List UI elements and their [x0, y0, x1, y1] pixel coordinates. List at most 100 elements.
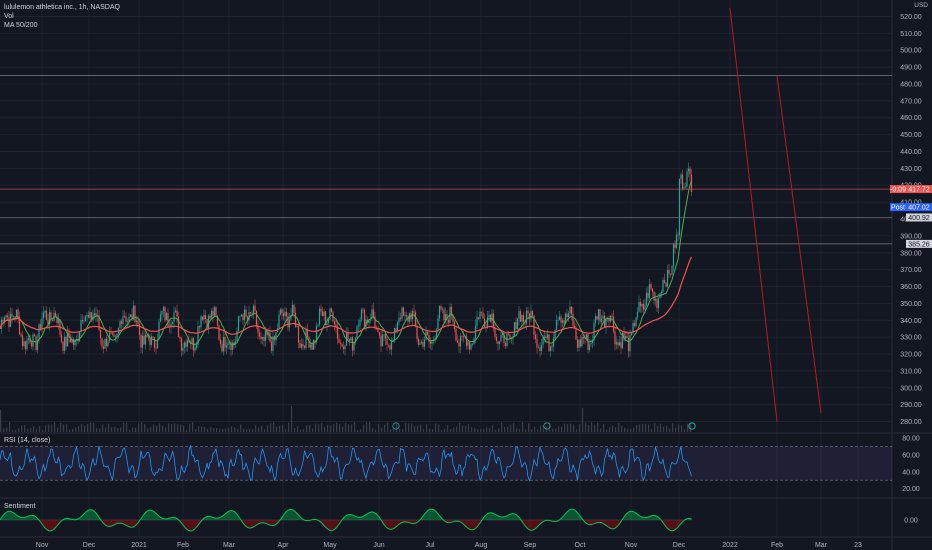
candle-body — [314, 340, 316, 343]
volume-bar — [486, 426, 488, 432]
candle-body — [671, 266, 673, 275]
candle-body — [509, 334, 511, 339]
candle-body — [620, 342, 622, 349]
x-tick-label: Feb — [771, 542, 783, 549]
candle-body — [386, 338, 388, 345]
candle-body — [360, 309, 363, 320]
candle-body — [89, 312, 91, 318]
candle-body — [66, 332, 69, 347]
candle-body — [533, 315, 535, 335]
candle-body — [29, 338, 31, 343]
candle-body — [182, 347, 184, 351]
volume-bar — [165, 427, 167, 432]
candle-body — [308, 337, 310, 348]
post-label-bg — [890, 203, 906, 212]
candle-body — [494, 328, 496, 337]
candle-body — [435, 328, 438, 339]
volume-bar — [27, 429, 29, 432]
volume-bar — [579, 424, 581, 432]
volume-bar — [564, 423, 566, 432]
candle-body — [39, 324, 42, 329]
candle-body — [647, 292, 649, 298]
candle-body — [395, 328, 397, 332]
volume-bar — [687, 423, 689, 432]
volume-bar — [576, 429, 578, 432]
volume-bar — [555, 428, 557, 432]
candle-body — [84, 316, 87, 321]
candle-body — [462, 336, 465, 337]
candle-body — [584, 338, 586, 339]
y-tick-label: 470.00 — [900, 98, 922, 105]
volume-bar — [192, 422, 194, 432]
candle-body — [258, 332, 261, 337]
earnings-marker — [688, 422, 696, 430]
candle-body — [336, 326, 339, 339]
candle-body — [15, 309, 18, 317]
volume-bar — [45, 425, 47, 432]
candle-body — [119, 321, 121, 328]
candle-body — [26, 339, 28, 350]
candle-body — [74, 339, 76, 346]
candle-body — [233, 342, 235, 345]
candle-body — [486, 317, 489, 329]
candle-body — [224, 336, 226, 348]
candle-body — [33, 334, 36, 337]
volume-bar — [669, 428, 671, 432]
volume-bar — [480, 429, 482, 432]
volume-bar — [384, 424, 386, 432]
candle-body — [279, 309, 282, 315]
volume-bar — [111, 427, 113, 432]
volume-bar — [327, 424, 329, 432]
volume-bar — [291, 405, 293, 432]
candle-body — [507, 334, 510, 335]
candle-body — [539, 347, 541, 352]
volume-bar — [114, 426, 116, 432]
candle-body — [20, 334, 22, 336]
volume-bar — [378, 423, 380, 432]
candle-body — [326, 322, 328, 326]
volume-bar — [123, 422, 125, 432]
candle-body — [180, 338, 183, 351]
volume-bar — [264, 429, 266, 432]
candle-body — [677, 234, 679, 236]
volume-bar — [219, 428, 221, 432]
volume-bar — [189, 423, 191, 432]
volume-bar — [354, 422, 356, 432]
candle-body — [401, 307, 403, 319]
volume-bar — [456, 426, 458, 432]
volume-bar — [174, 423, 176, 432]
volume-bar — [396, 423, 398, 432]
candle-body — [27, 338, 30, 340]
ma50-line — [0, 180, 692, 346]
candle-body — [218, 325, 220, 340]
volume-bar — [261, 425, 263, 432]
candle-body — [143, 335, 145, 345]
candle-body — [14, 316, 16, 318]
candle-body — [221, 344, 223, 352]
volume-bar — [93, 422, 95, 432]
candle-body — [585, 334, 588, 339]
earnings-marker — [543, 422, 551, 430]
candle-body — [440, 306, 442, 310]
candle-body — [65, 336, 67, 347]
candle-body — [159, 314, 162, 322]
candle-body — [17, 309, 19, 317]
candle-body — [650, 284, 652, 289]
candle-body — [161, 311, 163, 315]
candle-body — [500, 334, 502, 342]
candle-body — [597, 309, 600, 320]
volume-bar — [231, 426, 233, 432]
candle-body — [503, 333, 505, 344]
candle-body — [588, 344, 591, 351]
candle-body — [101, 337, 103, 347]
candle-body — [491, 313, 493, 322]
candle-body — [621, 332, 624, 349]
candle-body — [176, 310, 178, 317]
candle-body — [116, 333, 118, 337]
candle-body — [338, 338, 340, 343]
volume-bar — [312, 428, 314, 432]
candle-body — [195, 344, 198, 348]
candle-body — [455, 329, 457, 341]
volume-bar — [294, 428, 296, 432]
